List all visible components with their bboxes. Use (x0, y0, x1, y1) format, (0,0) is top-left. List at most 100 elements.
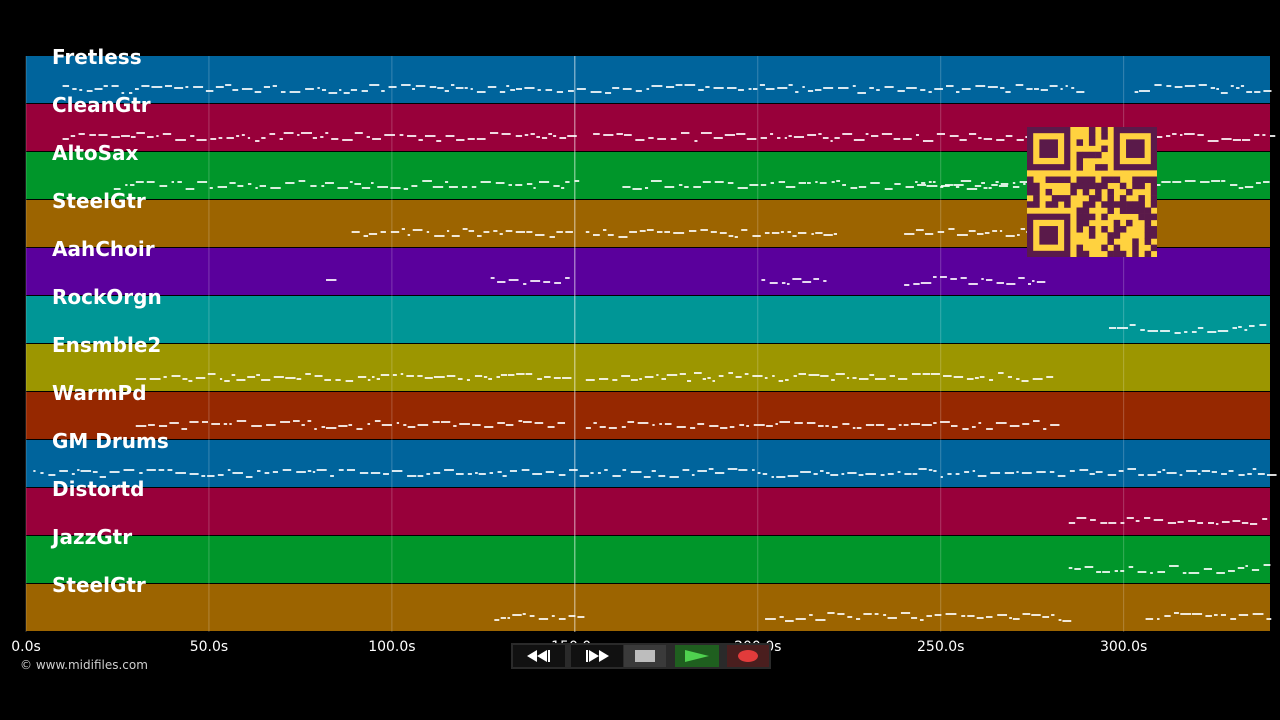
midi-note (236, 379, 246, 381)
midi-note (889, 375, 895, 377)
midi-note (445, 181, 449, 183)
midi-note (1046, 376, 1054, 378)
midi-note (670, 138, 677, 140)
midi-note (760, 184, 767, 186)
track-lane[interactable] (26, 536, 1270, 583)
midi-note (1254, 91, 1261, 93)
track-lane[interactable] (26, 392, 1270, 439)
midi-note (1200, 181, 1210, 183)
midi-note (974, 377, 979, 379)
midi-note (847, 616, 853, 618)
midi-note (1028, 283, 1031, 285)
midi-note (841, 473, 845, 475)
midi-note (1254, 134, 1260, 136)
midi-note (356, 428, 363, 430)
midi-note (684, 84, 696, 86)
midi-note (1172, 181, 1182, 183)
midi-note (70, 135, 76, 137)
track-lane[interactable] (26, 584, 1270, 631)
piano-roll[interactable] (0, 0, 1280, 640)
midi-note (893, 138, 901, 140)
midi-note (426, 473, 431, 475)
midi-note (338, 469, 344, 471)
midi-note (534, 422, 544, 424)
midi-note (806, 422, 816, 424)
midi-note (630, 471, 642, 473)
midi-note (415, 85, 426, 87)
midi-note (455, 473, 464, 475)
midi-note (911, 617, 918, 619)
midi-note (201, 421, 208, 423)
midi-note (1269, 135, 1276, 137)
midi-note (557, 422, 566, 424)
track-lane[interactable] (26, 488, 1270, 535)
midi-note (86, 90, 93, 92)
midi-note (915, 229, 924, 231)
midi-note (1244, 329, 1248, 331)
track-lane[interactable] (26, 296, 1270, 343)
play-button[interactable] (675, 645, 719, 667)
midi-note (444, 469, 454, 471)
midi-note (1232, 327, 1237, 329)
midi-note (729, 426, 735, 428)
midi-note (632, 188, 642, 190)
midi-note (1259, 324, 1267, 326)
midi-note (62, 85, 70, 87)
midi-note (727, 87, 737, 89)
midi-note (1230, 85, 1234, 87)
track-label: Ensmble2 (52, 333, 162, 357)
midi-note (690, 427, 696, 429)
midi-note (831, 181, 835, 183)
midi-note (831, 379, 835, 381)
midi-note (576, 88, 586, 90)
midi-note (719, 232, 727, 234)
fast-forward-button[interactable] (571, 645, 623, 667)
midi-note (1129, 324, 1136, 326)
track-lane[interactable] (26, 56, 1270, 103)
midi-note (164, 85, 172, 87)
midi-note (656, 374, 659, 376)
midi-note (368, 233, 378, 235)
midi-note (568, 615, 576, 617)
midi-note (1174, 332, 1181, 334)
midi-note (968, 133, 977, 135)
midi-note (453, 425, 457, 427)
midi-note (367, 423, 371, 425)
midi-note (538, 618, 549, 620)
midi-note (687, 380, 692, 382)
midi-note (880, 474, 885, 476)
midi-note (565, 231, 573, 233)
midi-note (978, 137, 982, 139)
midi-note (825, 425, 829, 427)
midi-note (1057, 475, 1066, 477)
midi-note (972, 470, 976, 472)
record-button[interactable] (727, 645, 769, 667)
midi-note (1012, 186, 1020, 188)
midi-note (269, 133, 276, 135)
midi-note (111, 136, 120, 138)
midi-note (279, 138, 283, 140)
midi-note (324, 379, 331, 381)
track-lane[interactable] (26, 440, 1270, 487)
midi-note (897, 471, 901, 473)
midi-note (418, 139, 423, 141)
midi-note (390, 187, 401, 189)
stop-button[interactable] (624, 645, 666, 667)
midi-note (967, 615, 975, 617)
track-lane[interactable] (26, 344, 1270, 391)
midi-note (820, 470, 824, 472)
midi-note (681, 132, 690, 134)
midi-note (830, 474, 839, 476)
midi-note (928, 181, 932, 183)
midi-note (912, 473, 918, 475)
rewind-button[interactable] (513, 645, 565, 667)
midi-note (456, 139, 465, 141)
midi-note (371, 376, 375, 378)
midi-note (103, 85, 108, 87)
midi-note (48, 474, 56, 476)
midi-note (639, 230, 646, 232)
time-tick-label: 50.0s (189, 639, 229, 655)
midi-note (147, 136, 154, 138)
midi-note (219, 378, 223, 380)
midi-note (953, 376, 964, 378)
